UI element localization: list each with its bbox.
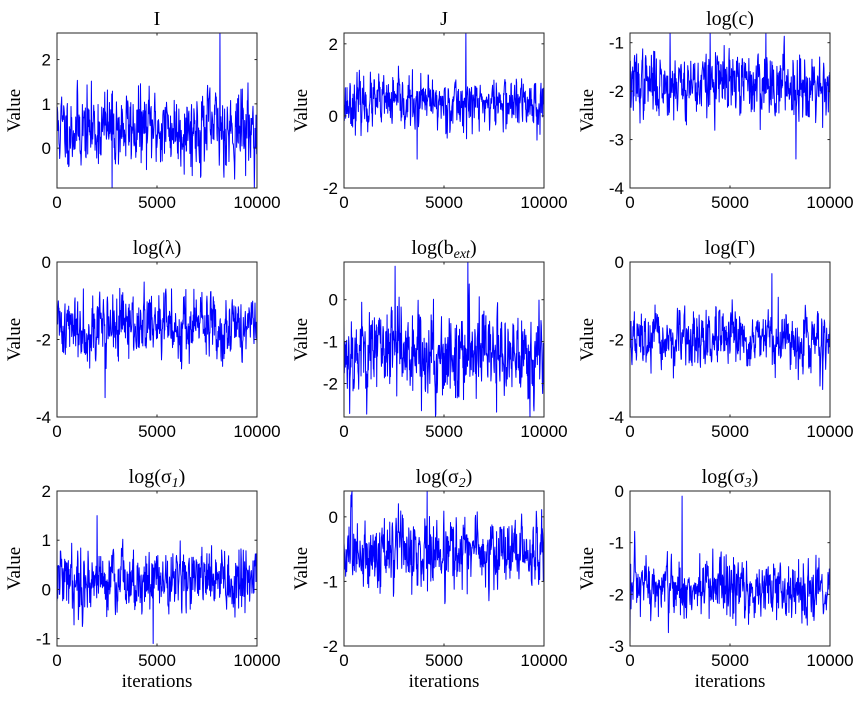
trace-line xyxy=(56,515,258,645)
x-tick-label: 5000 xyxy=(425,422,463,441)
y-tick-label: 0 xyxy=(615,482,624,501)
y-tick-label: 0 xyxy=(329,508,338,527)
y-tick-label: -2 xyxy=(36,331,51,350)
y-tick-label: 2 xyxy=(329,35,338,54)
y-tick-label: -1 xyxy=(609,534,624,553)
y-tick-label: -2 xyxy=(609,585,624,604)
subplot-title: log(σ3) xyxy=(702,466,759,491)
subplot-title: log(bext) xyxy=(411,237,476,262)
trace-line xyxy=(56,281,258,399)
subplot-5: 0 5000 10000 -2 -1 0 log(bext) Value xyxy=(291,237,568,441)
y-axis-label: Value xyxy=(4,318,25,361)
y-axis-label: Value xyxy=(4,547,25,590)
y-tick-label: -4 xyxy=(609,408,624,427)
x-tick-label: 5000 xyxy=(425,651,463,670)
x-tick-label: 0 xyxy=(52,193,61,212)
y-axis-label: Value xyxy=(291,318,312,361)
y-tick-label: 0 xyxy=(329,291,338,310)
trace-line xyxy=(343,490,545,605)
subplot-8: 0 5000 10000 -2 -1 0 log(σ2) Value iterations xyxy=(291,466,568,692)
subplot-title: log(c) xyxy=(706,8,754,30)
y-tick-label: -4 xyxy=(36,408,51,427)
x-tick-label: 10000 xyxy=(806,651,853,670)
y-tick-label: -3 xyxy=(609,637,624,656)
subplot-title: log(λ) xyxy=(133,237,182,259)
x-tick-label: 0 xyxy=(339,422,348,441)
y-axis-label: Value xyxy=(291,89,312,132)
y-tick-label: -2 xyxy=(323,637,338,656)
x-axis-label: iterations xyxy=(695,671,766,692)
x-tick-label: 5000 xyxy=(711,651,749,670)
y-tick-label: 1 xyxy=(42,95,51,114)
y-tick-label: -1 xyxy=(323,572,338,591)
y-tick-label: -1 xyxy=(609,34,624,53)
x-tick-label: 0 xyxy=(52,422,61,441)
subplot-title: J xyxy=(440,8,448,30)
trace-line xyxy=(629,273,831,391)
trace-line xyxy=(56,32,258,189)
y-axis-label: Value xyxy=(4,89,25,132)
x-tick-label: 0 xyxy=(625,651,634,670)
y-tick-label: 0 xyxy=(42,580,51,599)
y-axis-label: Value xyxy=(577,318,598,361)
y-tick-label: -2 xyxy=(323,179,338,198)
y-tick-label: -2 xyxy=(609,82,624,101)
trace-line xyxy=(343,261,545,418)
subplot-1: 0 5000 10000 0 1 2 I Value xyxy=(4,8,281,212)
y-tick-label: 0 xyxy=(329,107,338,126)
x-tick-label: 10000 xyxy=(806,422,853,441)
y-tick-label: 1 xyxy=(42,531,51,550)
subplot-title: I xyxy=(154,8,161,30)
x-tick-label: 5000 xyxy=(425,193,463,212)
x-tick-label: 5000 xyxy=(138,193,176,212)
trace-line xyxy=(629,32,831,160)
y-tick-label: -1 xyxy=(323,333,338,352)
y-tick-label: 0 xyxy=(615,253,624,272)
y-tick-label: -4 xyxy=(609,179,624,198)
x-tick-label: 10000 xyxy=(233,193,280,212)
x-tick-label: 10000 xyxy=(806,193,853,212)
y-axis-label: Value xyxy=(577,89,598,132)
y-tick-label: 0 xyxy=(42,253,51,272)
x-tick-label: 0 xyxy=(52,651,61,670)
x-tick-label: 0 xyxy=(625,193,634,212)
y-tick-label: -2 xyxy=(609,331,624,350)
subplot-title: log(σ1) xyxy=(129,466,186,491)
x-tick-label: 10000 xyxy=(520,651,567,670)
y-tick-label: -2 xyxy=(323,374,338,393)
x-tick-label: 10000 xyxy=(233,422,280,441)
x-tick-label: 5000 xyxy=(711,422,749,441)
subplot-title: log(Γ) xyxy=(705,237,755,259)
x-tick-label: 10000 xyxy=(233,651,280,670)
y-tick-label: 2 xyxy=(42,482,51,501)
x-tick-label: 5000 xyxy=(138,422,176,441)
x-tick-label: 0 xyxy=(339,651,348,670)
y-tick-label: -3 xyxy=(609,131,624,150)
x-tick-label: 5000 xyxy=(711,193,749,212)
y-axis-label: Value xyxy=(291,547,312,590)
trace-line xyxy=(629,495,831,641)
subplot-title: log(σ2) xyxy=(416,466,473,491)
y-tick-label: -1 xyxy=(36,630,51,649)
subplot-6: 0 5000 10000 -4 -2 0 log(Γ) Value xyxy=(577,237,854,441)
x-axis-label: iterations xyxy=(409,671,480,692)
subplot-3: 0 5000 10000 -4 -3 -2 -1 log(c) Value xyxy=(577,8,854,212)
x-tick-label: 5000 xyxy=(138,651,176,670)
y-tick-label: 2 xyxy=(42,51,51,70)
x-axis-label: iterations xyxy=(122,671,193,692)
x-tick-label: 0 xyxy=(625,422,634,441)
subplot-4: 0 5000 10000 -4 -2 0 log(λ) Value xyxy=(4,237,281,441)
x-tick-label: 10000 xyxy=(520,193,567,212)
y-tick-label: 0 xyxy=(42,139,51,158)
trace-line xyxy=(343,32,545,160)
subplot-9: 0 5000 10000 -3 -2 -1 0 log(σ3) Value iterations xyxy=(577,466,854,692)
x-tick-label: 0 xyxy=(339,193,348,212)
y-axis-label: Value xyxy=(577,547,598,590)
x-tick-label: 10000 xyxy=(520,422,567,441)
